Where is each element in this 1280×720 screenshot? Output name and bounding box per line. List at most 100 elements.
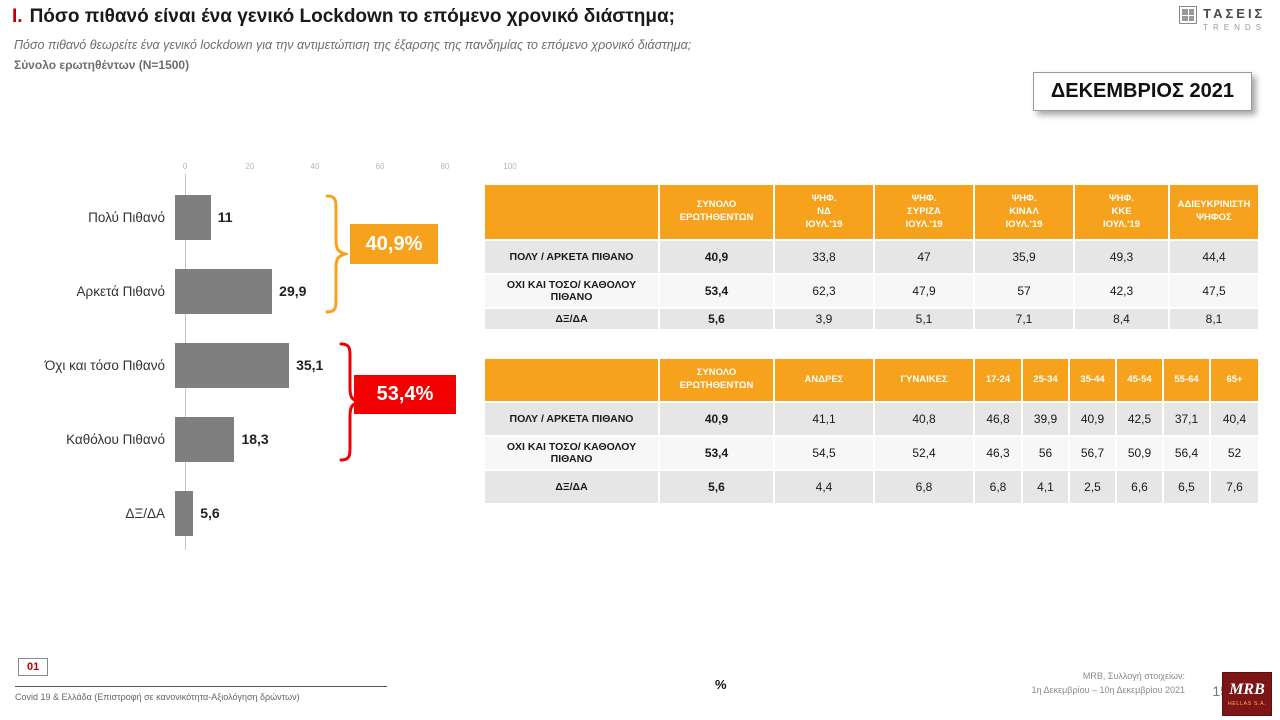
subtitle: Πόσο πιθανό θεωρείτε ένα γενικό lockdown… xyxy=(14,38,692,52)
table-cell: 6,8 xyxy=(873,469,975,506)
table-row: ΟΧΙ ΚΑΙ ΤΟΣΟ/ ΚΑΘΟΛΟΥ ΠΙΘΑΝΟ 53,4 62,3 47,9… xyxy=(483,273,1260,310)
bar-row: Όχι και τόσο Πιθανό 35,1 xyxy=(15,328,490,402)
footer-doc-title: Covid 19 & Ελλάδα (Επιστροφή σε κανονικό… xyxy=(15,692,300,702)
demographics-breakdown-table: ΣΥΝΟΛΟ ΕΡΩΤΗΘΕΝΤΩΝ ΑΝΔΡΕΣ ΓΥΝΑΙΚΕΣ 17-24 25-… xyxy=(483,357,1260,506)
table-cell: 33,8 xyxy=(773,239,875,276)
bar-row: Αρκετά Πιθανό 29,9 xyxy=(15,254,490,328)
brand-subname: TRENDS xyxy=(1203,23,1266,32)
brand-text: ΤΑΣΕΙΣ TRENDS xyxy=(1203,6,1266,32)
table-cell: 47,9 xyxy=(873,273,975,310)
percent-note: % xyxy=(715,677,727,692)
mrb-logo-text: MRB xyxy=(1229,680,1265,698)
bar xyxy=(175,490,194,536)
bar-row: Πολύ Πιθανό 11 xyxy=(15,180,490,254)
table-cell: 39,9 xyxy=(1021,401,1070,438)
taseis-logo: ΤΑΣΕΙΣ TRENDS xyxy=(1179,6,1266,32)
table-header-cell: ΑΔΙΕΥΚΡΙΝΙΣΤΗ ΨΗΦΟΣ xyxy=(1168,182,1260,242)
table-header-cell: ΣΥΝΟΛΟ ΕΡΩΤΗΘΕΝΤΩΝ xyxy=(658,182,775,242)
table-header-cell: 65+ xyxy=(1209,357,1260,404)
bar-category-label: ΔΞ/ΔΑ xyxy=(125,505,165,521)
table-cell: 44,4 xyxy=(1168,239,1260,276)
x-tick: 40 xyxy=(310,162,320,171)
table-header-cell: 25-34 xyxy=(1021,357,1070,404)
x-tick: 60 xyxy=(375,162,385,171)
table-row: ΠΟΛΥ / ΑΡΚΕΤΑ ΠΙΘΑΝΟ 40,9 41,1 40,8 46,8 39,9… xyxy=(483,401,1260,438)
row-label: ΔΞ/ΔΑ xyxy=(483,307,660,332)
table-cell: 8,4 xyxy=(1073,307,1170,332)
bar-track: 5,6 xyxy=(175,490,490,536)
tables-area: ΣΥΝΟΛΟ ΕΡΩΤΗΘΕΝΤΩΝ ΨΗΦ. ΝΔ ΙΟΥΛ.'19 ΨΗΦ. Σ… xyxy=(483,182,1260,506)
table-cell: 54,5 xyxy=(773,435,875,472)
table-cell: 40,9 xyxy=(658,401,775,438)
bracket-likely xyxy=(324,194,348,314)
bar-value-label: 5,6 xyxy=(200,505,220,521)
date-badge: ΔΕΚΕΜΒΡΙΟΣ 2021 xyxy=(1032,72,1252,111)
table-cell: 42,5 xyxy=(1115,401,1164,438)
table-row: ΟΧΙ ΚΑΙ ΤΟΣΟ/ ΚΑΘΟΛΟΥ ΠΙΘΑΝΟ 53,4 54,5 52,4… xyxy=(483,435,1260,472)
table-cell: 4,4 xyxy=(773,469,875,506)
table-row: ΔΞ/ΔΑ 5,6 3,9 5,1 7,1 8,4 8,1 xyxy=(483,307,1260,332)
row-label: ΔΞ/ΔΑ xyxy=(483,469,660,506)
table-cell: 40,8 xyxy=(873,401,975,438)
x-tick: 80 xyxy=(440,162,450,171)
table-header-row: ΣΥΝΟΛΟ ΕΡΩΤΗΘΕΝΤΩΝ ΑΝΔΡΕΣ ΓΥΝΑΙΚΕΣ 17-24 25-… xyxy=(483,357,1260,404)
grid-icon xyxy=(1179,6,1198,24)
bar-track: 11 xyxy=(175,194,490,240)
table-header-cell: ΓΥΝΑΙΚΕΣ xyxy=(873,357,975,404)
table-header-row: ΣΥΝΟΛΟ ΕΡΩΤΗΘΕΝΤΩΝ ΨΗΦ. ΝΔ ΙΟΥΛ.'19 ΨΗΦ. Σ… xyxy=(483,182,1260,242)
bar-category-label: Καθόλου Πιθανό xyxy=(66,431,165,447)
table-cell: 56,7 xyxy=(1068,435,1117,472)
table-cell: 40,4 xyxy=(1209,401,1260,438)
table-cell: 52 xyxy=(1209,435,1260,472)
table-header-cell: ΣΥΝΟΛΟ ΕΡΩΤΗΘΕΝΤΩΝ xyxy=(658,357,775,404)
table-header-cell: 17-24 xyxy=(973,357,1023,404)
table-cell: 6,6 xyxy=(1115,469,1164,506)
party-breakdown-table: ΣΥΝΟΛΟ ΕΡΩΤΗΘΕΝΤΩΝ ΨΗΦ. ΝΔ ΙΟΥΛ.'19 ΨΗΦ. Σ… xyxy=(483,182,1260,332)
table-cell: 5,6 xyxy=(658,307,775,332)
footer-divider xyxy=(15,686,387,687)
table-cell: 53,4 xyxy=(658,435,775,472)
table-cell: 56,4 xyxy=(1162,435,1211,472)
table-cell: 6,8 xyxy=(973,469,1023,506)
x-tick: 100 xyxy=(503,162,517,171)
sample-note: Σύνολο ερωτηθέντων (N=1500) xyxy=(14,58,190,72)
bar-row: Καθόλου Πιθανό 18,3 xyxy=(15,402,490,476)
x-axis-ticks: 0 20 40 60 80 100 xyxy=(182,162,517,174)
bar xyxy=(175,194,211,240)
row-label: ΟΧΙ ΚΑΙ ΤΟΣΟ/ ΚΑΘΟΛΟΥ ΠΙΘΑΝΟ xyxy=(483,273,660,310)
bar-track: 35,1 xyxy=(175,342,490,388)
table-corner-cell xyxy=(483,182,660,242)
x-tick: 0 xyxy=(182,162,188,171)
brand-name: ΤΑΣΕΙΣ xyxy=(1203,6,1266,21)
table-row: ΠΟΛΥ / ΑΡΚΕΤΑ ΠΙΘΑΝΟ 40,9 33,8 47 35,9 49,3 44… xyxy=(483,239,1260,276)
unlikely-total-badge: 53,4% xyxy=(354,375,456,414)
row-label: ΠΟΛΥ / ΑΡΚΕΤΑ ΠΙΘΑΝΟ xyxy=(483,401,660,438)
table-cell: 40,9 xyxy=(1068,401,1117,438)
table-cell: 52,4 xyxy=(873,435,975,472)
table-cell: 42,3 xyxy=(1073,273,1170,310)
table-cell: 3,9 xyxy=(773,307,875,332)
table-header-cell: ΨΗΦ. ΣΥΡΙΖΑ ΙΟΥΛ.'19 xyxy=(873,182,975,242)
table-header-cell: ΨΗΦ. ΚΙΝΑΛ ΙΟΥΛ.'19 xyxy=(973,182,1075,242)
table-cell: 7,6 xyxy=(1209,469,1260,506)
mrb-logo: MRB HELLAS S.A. xyxy=(1222,672,1272,716)
source-line-2: 1η Δεκεμβρίου – 10η Δεκεμβρίου 2021 xyxy=(1031,684,1185,695)
bar xyxy=(175,416,235,462)
section-number-box: 01 xyxy=(18,658,49,676)
x-tick: 20 xyxy=(245,162,255,171)
table-row: ΔΞ/ΔΑ 5,6 4,4 6,8 6,8 4,1 2,5 6,6 6,5 7,6 xyxy=(483,469,1260,506)
bar-value-label: 35,1 xyxy=(296,357,324,373)
table-cell: 46,8 xyxy=(973,401,1023,438)
table-cell: 56 xyxy=(1021,435,1070,472)
table-cell: 62,3 xyxy=(773,273,875,310)
table-header-cell: 35-44 xyxy=(1068,357,1117,404)
bar-chart-rows: Πολύ Πιθανό 11 Αρκετά Πιθανό 29,9 Όχι και τό… xyxy=(15,180,490,550)
table-cell: 35,9 xyxy=(973,239,1075,276)
table-cell: 46,3 xyxy=(973,435,1023,472)
table-corner-cell xyxy=(483,357,660,404)
table-cell: 6,5 xyxy=(1162,469,1211,506)
footer-source: MRB, Συλλογή στοιχείων: 1η Δεκεμβρίου – … xyxy=(1032,670,1185,698)
bar xyxy=(175,342,290,388)
bar-category-label: Όχι και τόσο Πιθανό xyxy=(44,357,165,373)
table-header-cell: ΨΗΦ. ΚΚΕ ΙΟΥΛ.'19 xyxy=(1073,182,1170,242)
